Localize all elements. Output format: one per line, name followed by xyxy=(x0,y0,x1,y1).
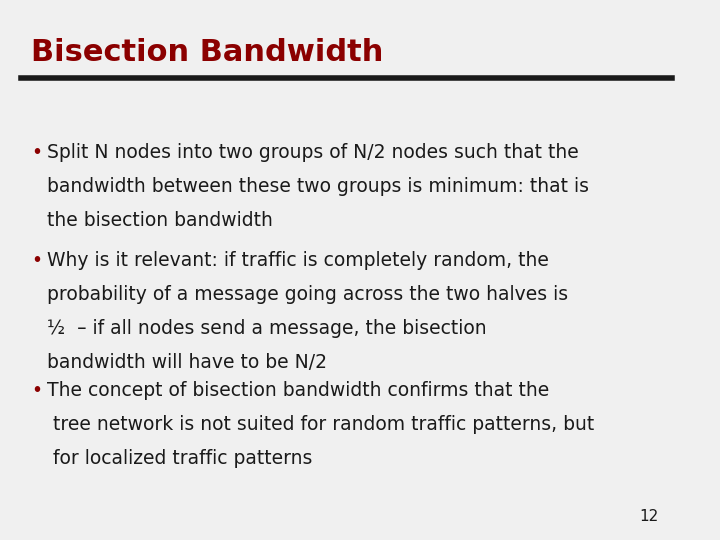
Text: tree network is not suited for random traffic patterns, but: tree network is not suited for random tr… xyxy=(47,415,595,434)
Text: bandwidth between these two groups is minimum: that is: bandwidth between these two groups is mi… xyxy=(47,177,589,196)
Text: ½  – if all nodes send a message, the bisection: ½ – if all nodes send a message, the bis… xyxy=(47,319,487,338)
Text: 12: 12 xyxy=(639,509,658,524)
Text: Split N nodes into two groups of N/2 nodes such that the: Split N nodes into two groups of N/2 nod… xyxy=(47,143,579,162)
Text: the bisection bandwidth: the bisection bandwidth xyxy=(47,211,273,230)
Text: probability of a message going across the two halves is: probability of a message going across th… xyxy=(47,285,568,304)
Text: bandwidth will have to be N/2: bandwidth will have to be N/2 xyxy=(47,353,327,372)
Text: •: • xyxy=(31,381,42,400)
Text: •: • xyxy=(31,251,42,270)
Text: The concept of bisection bandwidth confirms that the: The concept of bisection bandwidth confi… xyxy=(47,381,549,400)
Text: Bisection Bandwidth: Bisection Bandwidth xyxy=(31,38,384,67)
Text: •: • xyxy=(31,143,42,162)
Text: for localized traffic patterns: for localized traffic patterns xyxy=(47,449,312,468)
Text: Why is it relevant: if traffic is completely random, the: Why is it relevant: if traffic is comple… xyxy=(47,251,549,270)
